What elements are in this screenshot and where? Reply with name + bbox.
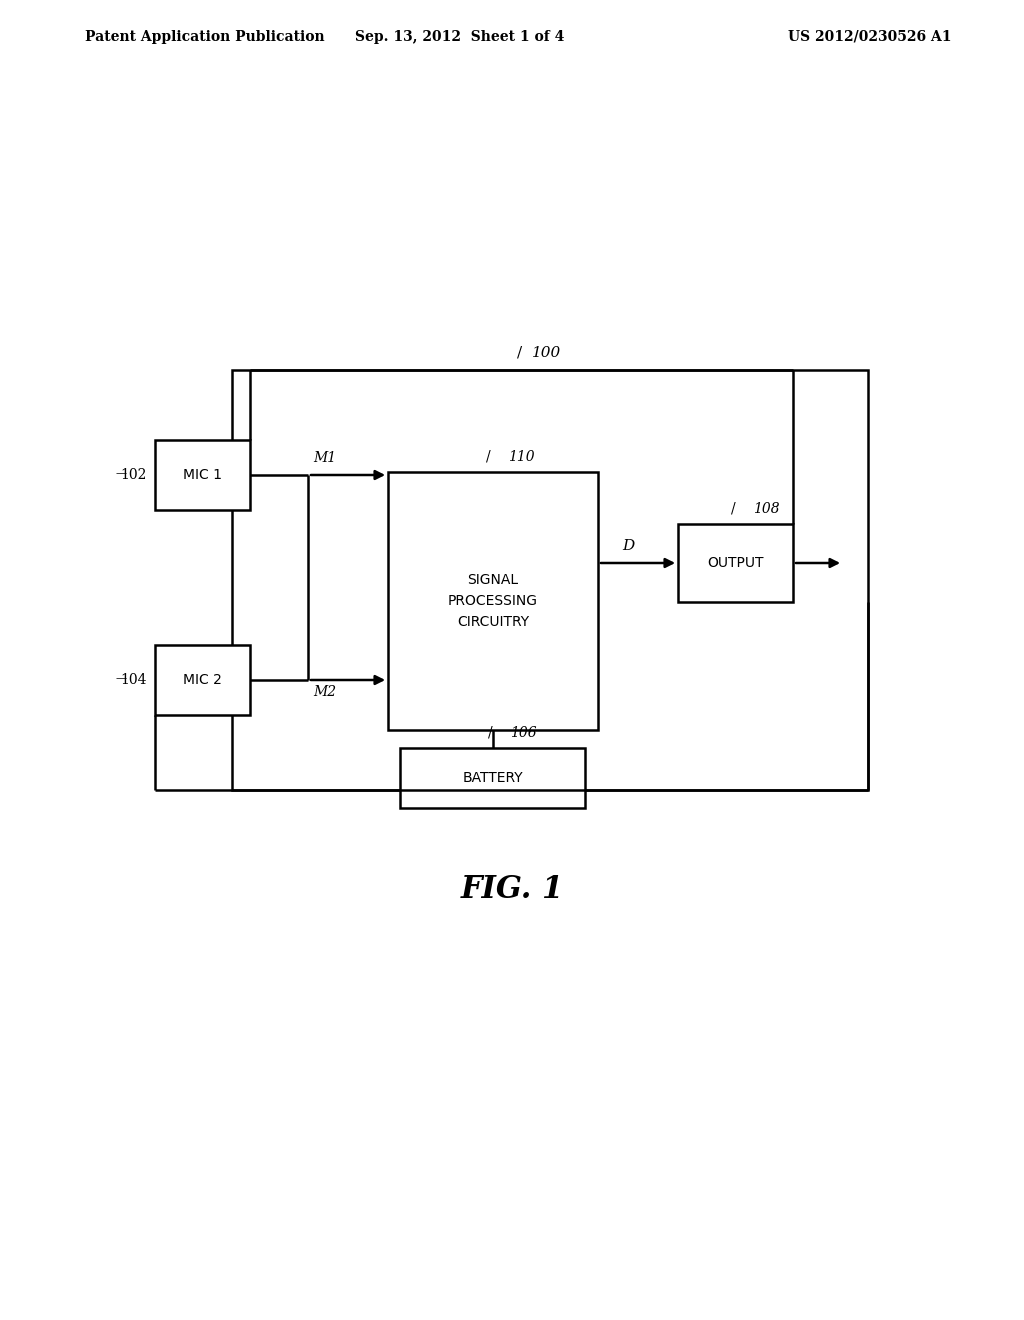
Text: 110: 110 [508, 450, 535, 465]
Bar [232, 370, 868, 789]
Text: Sep. 13, 2012  Sheet 1 of 4: Sep. 13, 2012 Sheet 1 of 4 [355, 30, 564, 44]
Text: M1: M1 [313, 451, 336, 465]
Text: 108: 108 [754, 502, 780, 516]
Text: MIC 2: MIC 2 [183, 673, 222, 686]
Bar [155, 440, 250, 510]
Text: 100: 100 [532, 346, 561, 360]
Bar [388, 473, 598, 730]
Text: BATTERY: BATTERY [462, 771, 523, 785]
Text: /: / [488, 726, 493, 741]
Text: OUTPUT: OUTPUT [708, 556, 764, 570]
Text: MIC 1: MIC 1 [183, 469, 222, 482]
Text: SIGNAL
PROCESSING
CIRCUITRY: SIGNAL PROCESSING CIRCUITRY [449, 573, 538, 628]
Text: FIG. 1: FIG. 1 [461, 874, 563, 906]
Bar [155, 645, 250, 715]
Text: 102: 102 [121, 469, 147, 482]
Text: D: D [622, 539, 634, 553]
Text: /: / [517, 346, 522, 360]
Text: /: / [485, 450, 490, 465]
Bar [400, 748, 585, 808]
Text: US 2012/0230526 A1: US 2012/0230526 A1 [788, 30, 951, 44]
Text: Patent Application Publication: Patent Application Publication [85, 30, 325, 44]
Text: —: — [116, 673, 127, 682]
Text: 104: 104 [121, 673, 147, 686]
Bar [678, 524, 793, 602]
Text: /: / [731, 502, 736, 516]
Text: M2: M2 [313, 685, 336, 700]
Text: —: — [116, 469, 127, 478]
Text: 106: 106 [511, 726, 538, 741]
